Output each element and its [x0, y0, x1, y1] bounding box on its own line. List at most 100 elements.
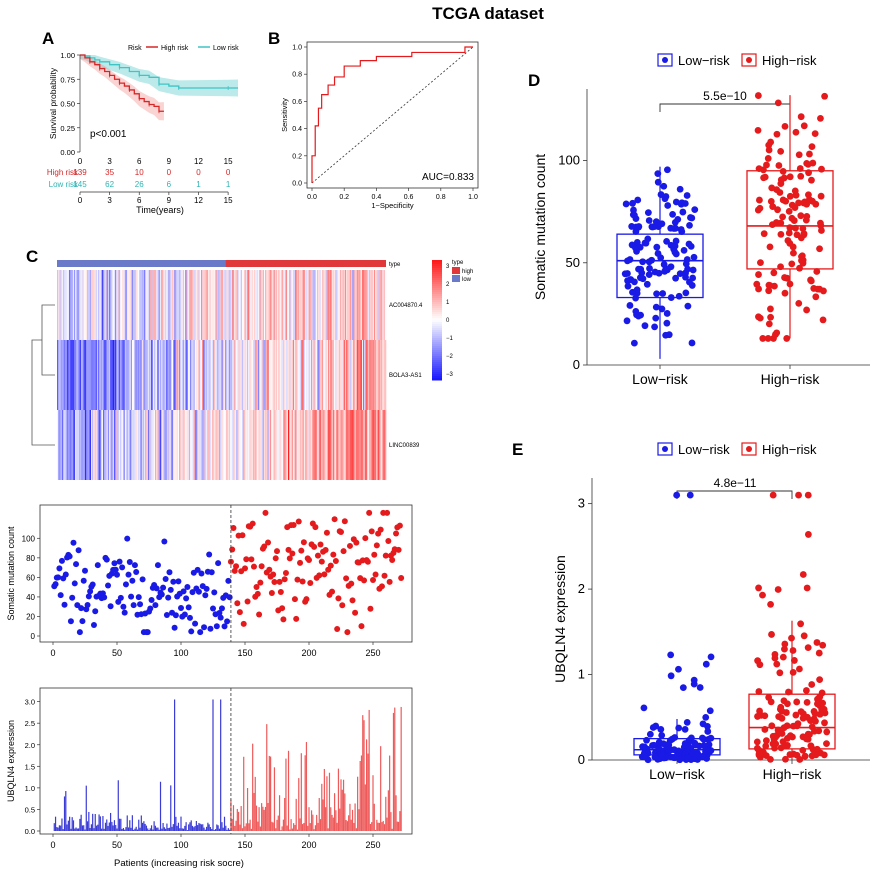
jitter-point: [814, 285, 822, 293]
heatmap-cell: [65, 340, 67, 410]
heatmap-cell: [275, 410, 278, 480]
jitter-point: [812, 293, 820, 301]
heatmap-cell: [220, 340, 222, 410]
heatmap-cell: [323, 340, 325, 410]
heatmap-cell: [153, 410, 156, 480]
heatmap-cell: [163, 340, 165, 410]
heatmap-cell: [297, 270, 300, 340]
heatmap-cell: [116, 270, 118, 340]
heatmap-cell: [179, 340, 181, 410]
heatmap-cell: [138, 410, 140, 480]
colorbar-step: [432, 304, 442, 307]
heatmap-cell: [236, 410, 238, 480]
dendrogram-branch: [31, 339, 55, 446]
heatmap-cell: [340, 410, 342, 480]
scatter-point: [298, 547, 305, 554]
heatmap-cell: [348, 410, 351, 480]
annotation-high-bar: [225, 260, 386, 267]
heatmap-cell: [174, 340, 176, 410]
scatter-point: [194, 566, 201, 573]
expression-bar: [218, 828, 220, 831]
jitter-point: [756, 707, 763, 715]
jitter-point: [640, 704, 648, 712]
heatmap-cell: [300, 270, 302, 340]
expression-bar: [366, 739, 368, 831]
jitter-point: [631, 278, 638, 286]
heatmap-cell: [79, 340, 82, 410]
colorbar-step: [432, 342, 442, 345]
scatter-point: [317, 541, 324, 548]
colorbar-step: [432, 276, 442, 279]
expression-bar: [182, 828, 185, 831]
jitter-point: [665, 331, 673, 339]
colorbar-step: [432, 294, 442, 297]
heatmap-cell: [88, 270, 90, 340]
scatter-point: [233, 563, 240, 570]
scatter-point: [339, 602, 346, 609]
scatter-point: [335, 595, 342, 602]
expression-bar: [112, 825, 114, 831]
scatter-point: [203, 585, 210, 592]
jitter-point: [777, 219, 785, 227]
heatmap-cell: [121, 340, 123, 410]
scatter-point: [218, 605, 225, 612]
expression-bar: [380, 746, 382, 831]
legend-high-dot: [746, 446, 752, 452]
heatmap-cell: [317, 340, 319, 410]
jitter-point: [815, 649, 823, 657]
heatmap-cell: [177, 270, 180, 340]
legend-low-dot: [662, 446, 668, 452]
risk-table-cell: 10: [135, 168, 144, 177]
expression-bar: [127, 827, 130, 831]
jitter-point: [804, 644, 812, 652]
heatmap-cell: [94, 410, 97, 480]
heatmap-cell: [325, 340, 328, 410]
jitter-point: [761, 712, 769, 720]
heatmap-cell: [209, 340, 211, 410]
legend-high-dot: [746, 57, 752, 63]
expression-bar: [386, 817, 388, 831]
y-axis-label: UBQLN4 expression: [6, 720, 16, 802]
heatmap-cell: [205, 410, 208, 480]
heatmap-cell: [135, 340, 138, 410]
jitter-point: [813, 639, 821, 646]
heatmap-cell: [67, 270, 70, 340]
colorbar-step: [432, 316, 442, 319]
expression-bar: [138, 819, 140, 831]
heatmap-cell: [372, 340, 375, 410]
heatmap-cell: [151, 270, 153, 340]
x-tick-label: 50: [112, 648, 122, 658]
heatmap-cell: [311, 340, 313, 410]
heatmap-cell: [112, 410, 115, 480]
heatmap-cell: [100, 410, 103, 480]
heatmap-cell: [302, 340, 305, 410]
gene-label: LINC00839: [389, 443, 420, 449]
expression-bar: [334, 793, 336, 831]
heatmap-cell: [314, 270, 317, 340]
jitter-point: [767, 197, 775, 205]
expression-bar: [166, 823, 168, 831]
heatmap-cell: [144, 340, 146, 410]
jitter-point: [793, 722, 801, 730]
x-tick-label: 6: [137, 196, 142, 205]
jitter-point: [810, 707, 818, 715]
heatmap-cell: [210, 270, 213, 340]
heatmap-cell: [350, 410, 353, 480]
heatmap-cell: [159, 340, 162, 410]
heatmap-cell: [83, 340, 86, 410]
x-tick-label: 50: [112, 840, 122, 850]
jitter-point: [626, 256, 634, 263]
jitter-point: [786, 751, 794, 758]
expression-bar: [111, 821, 113, 831]
heatmap-cell: [177, 410, 180, 480]
heatmap-cell: [171, 340, 174, 410]
jitter-point: [653, 243, 661, 251]
heatmap-cell: [89, 270, 92, 340]
heatmap-cell: [119, 340, 122, 410]
heatmap-cell: [163, 270, 165, 340]
colorbar-tick-label: 3: [446, 264, 450, 270]
heatmap-cell: [59, 410, 61, 480]
heatmap-cell: [237, 410, 239, 480]
scatter-point: [116, 558, 123, 565]
heatmap-cell: [363, 340, 365, 410]
